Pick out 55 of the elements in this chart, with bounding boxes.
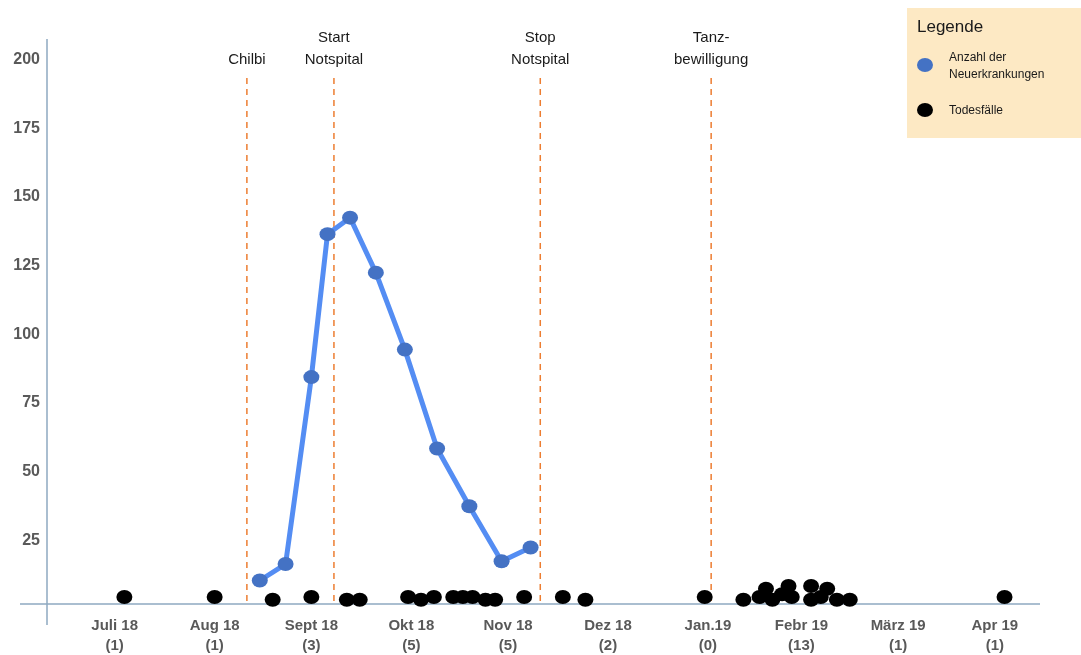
point xyxy=(367,265,384,280)
point xyxy=(303,370,320,385)
point xyxy=(996,590,1013,605)
point xyxy=(461,499,478,514)
point xyxy=(400,590,417,605)
legend-title: Legende xyxy=(917,17,984,36)
ref-line-label: Stop Notspital xyxy=(511,28,570,67)
point xyxy=(264,592,281,607)
legend-label: Anzahl der Neuerkrankungen xyxy=(949,49,1045,81)
point xyxy=(206,590,223,605)
ref-line-label: Start Notspital xyxy=(304,28,364,67)
point xyxy=(396,342,413,357)
point xyxy=(577,592,594,607)
point xyxy=(412,592,429,607)
x-tick-label: Jan.19 (0) xyxy=(684,616,732,653)
point xyxy=(319,227,336,242)
point xyxy=(429,441,446,456)
x-tick-label: Dez 18 (2) xyxy=(584,616,632,653)
point xyxy=(516,590,533,605)
point xyxy=(819,581,836,596)
y-tick-label: 125 xyxy=(13,256,41,273)
ref-line-label: Tanz- bewilligung xyxy=(674,28,749,67)
point xyxy=(351,592,368,607)
point xyxy=(277,557,294,572)
point xyxy=(303,590,320,605)
point xyxy=(696,590,713,605)
y-tick-label: 25 xyxy=(22,530,41,548)
legend-label: Todesfälle xyxy=(949,103,1004,118)
point xyxy=(425,590,442,605)
point xyxy=(803,579,820,594)
x-tick-label: Sept 18 (3) xyxy=(284,616,339,653)
y-tick-label: 150 xyxy=(13,187,41,205)
point xyxy=(757,581,774,596)
point xyxy=(522,540,539,555)
x-tick-label: Nov 18 (5) xyxy=(483,616,533,653)
point xyxy=(116,590,133,605)
y-tick-label: 175 xyxy=(13,118,41,136)
point xyxy=(841,592,858,607)
x-tick-label: März 19 (1) xyxy=(870,616,926,653)
y-tick-label: 75 xyxy=(22,393,41,411)
x-tick-label: Apr 19 (1) xyxy=(971,616,1019,653)
x-tick-label: Febr 19 (13) xyxy=(774,616,829,653)
y-tick-label: 50 xyxy=(22,462,41,480)
point xyxy=(251,573,268,588)
point xyxy=(554,590,571,605)
point xyxy=(342,210,359,225)
ref-line-label: Chilbi xyxy=(228,50,266,67)
point xyxy=(493,554,510,569)
x-tick-label: Okt 18 (5) xyxy=(388,616,435,653)
y-tick-label: 100 xyxy=(13,324,41,342)
point xyxy=(735,592,752,607)
x-tick-label: Juli 18 (1) xyxy=(91,616,139,653)
y-tick-label: 200 xyxy=(13,49,41,67)
x-tick-label: Aug 18 (1) xyxy=(189,616,240,653)
point xyxy=(783,590,800,605)
